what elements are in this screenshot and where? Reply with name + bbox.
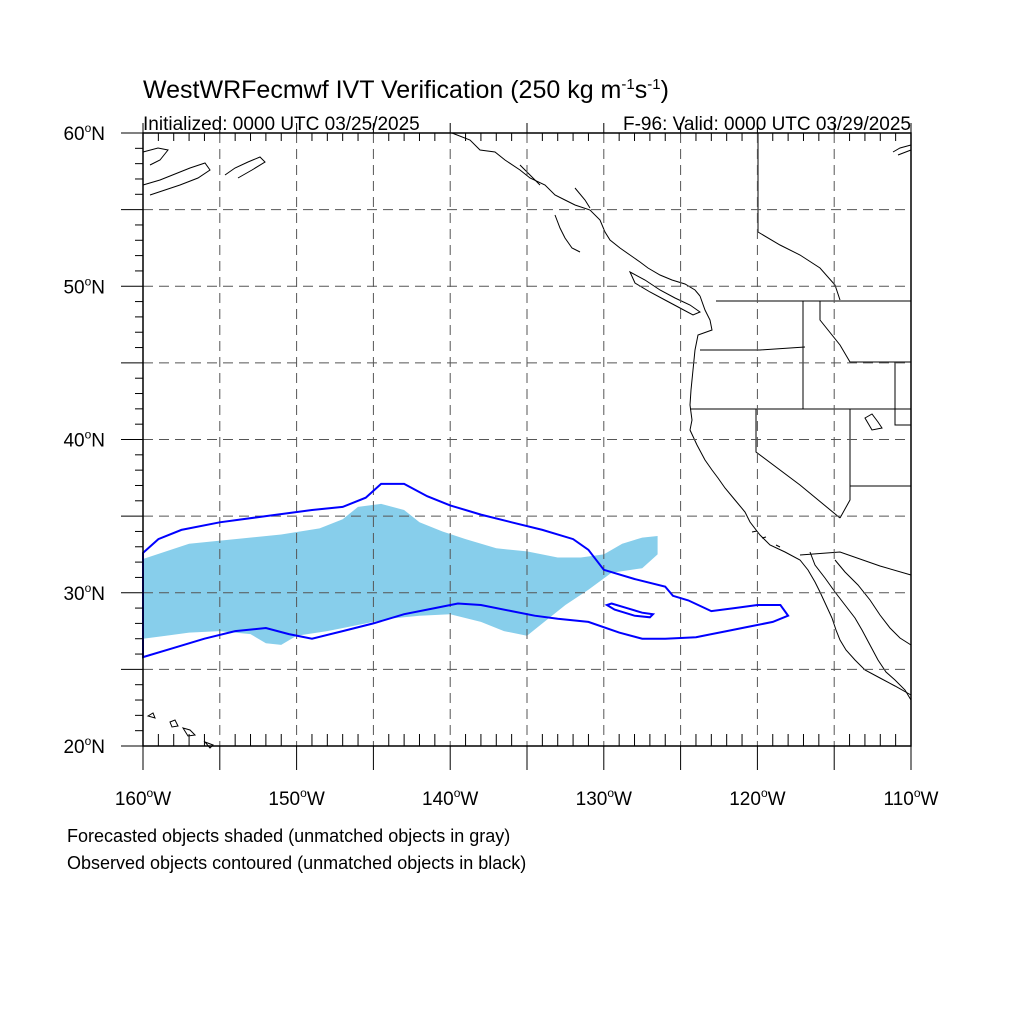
- hawaii-islands: [146, 712, 214, 749]
- coastline-baja: [809, 551, 912, 701]
- map-plot-area: [121, 123, 912, 770]
- init-time-label: Initialized: 0000 UTC 03/25/2025: [143, 114, 420, 135]
- latitude-label: 30oN: [63, 581, 105, 605]
- longitude-label: 140oW: [422, 786, 478, 810]
- latitude-label: 60oN: [63, 121, 105, 145]
- coastline-ak-panhandle-top: [892, 144, 912, 156]
- observed-ivt-contour-small: [604, 602, 656, 619]
- longitude-label: 130oW: [576, 786, 632, 810]
- map-title: WestWRFecmwf IVT Verification (250 kg m-…: [143, 76, 669, 104]
- lat-lon-grid: [143, 133, 911, 746]
- caption-forecast: Forecasted objects shaded (unmatched obj…: [67, 826, 510, 846]
- latitude-label: 40oN: [63, 428, 105, 452]
- latitude-labels: 20oN 30oN 40oN 50oN 60oN: [63, 121, 105, 758]
- border-wa-or: [700, 346, 806, 351]
- coastline-islands-bc: [519, 164, 591, 253]
- longitude-labels: 160oW 150oW 140oW 130oW 120oW 110oW: [115, 786, 939, 810]
- longitude-label: 120oW: [729, 786, 785, 810]
- longitude-label: 150oW: [268, 786, 324, 810]
- canada-interior-line: [757, 133, 841, 301]
- latitude-label: 50oN: [63, 274, 105, 298]
- valid-time-label: F-96: Valid: 0000 UTC 03/29/2025: [623, 114, 911, 135]
- axis-ticks: [121, 123, 912, 770]
- longitude-label: 160oW: [115, 786, 171, 810]
- observed-ivt-contour: [142, 482, 790, 659]
- coastline-alaska-west: [142, 147, 266, 196]
- coastline-bc-alaska: [451, 132, 701, 297]
- coastline-us-west: [689, 295, 912, 696]
- caption-observed: Observed objects contoured (unmatched ob…: [67, 853, 526, 873]
- longitude-label: 110oW: [884, 786, 939, 810]
- latitude-label: 20oN: [63, 734, 105, 758]
- vancouver-island: [628, 270, 702, 316]
- forecast-ivt-object: [143, 503, 658, 645]
- great-salt-lake: [864, 413, 883, 431]
- border-us-mex: [799, 551, 912, 576]
- coastlines: [142, 132, 912, 749]
- border-id: [802, 301, 911, 409]
- border-ca-nv: [755, 409, 841, 519]
- border-wy: [894, 362, 911, 426]
- channel-islands: [751, 530, 781, 548]
